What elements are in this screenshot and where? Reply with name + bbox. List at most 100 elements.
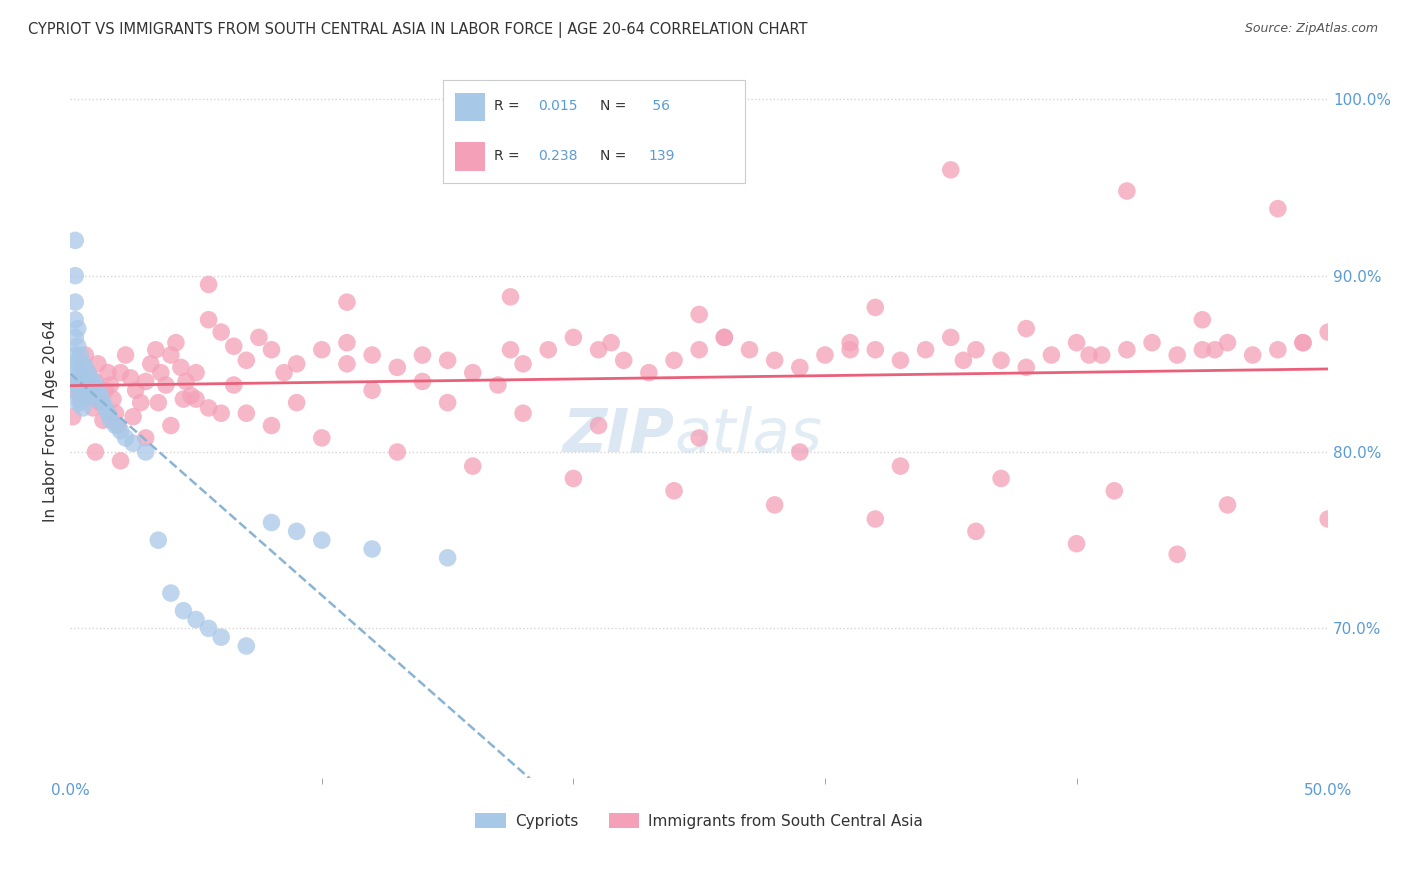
Text: 56: 56 xyxy=(648,99,671,113)
Point xyxy=(738,343,761,357)
Point xyxy=(69,395,91,409)
Point xyxy=(91,413,114,427)
Point xyxy=(69,378,91,392)
Point xyxy=(486,378,509,392)
Point xyxy=(72,357,94,371)
Point xyxy=(965,524,987,539)
Point xyxy=(104,418,127,433)
Point xyxy=(145,343,167,357)
Point xyxy=(65,234,87,248)
Point xyxy=(436,395,458,409)
Point xyxy=(209,630,232,644)
Point xyxy=(148,395,170,409)
Point xyxy=(311,533,333,548)
Point xyxy=(285,357,308,371)
Point xyxy=(1292,335,1315,350)
Point xyxy=(65,268,87,283)
Point xyxy=(135,431,157,445)
Point xyxy=(1078,348,1101,362)
Point xyxy=(197,621,219,635)
Point xyxy=(889,459,911,474)
Point xyxy=(839,335,862,350)
Point xyxy=(914,343,936,357)
Point xyxy=(990,471,1012,485)
Text: R =: R = xyxy=(495,99,524,113)
Point xyxy=(62,409,84,424)
Text: N =: N = xyxy=(600,149,631,163)
Point xyxy=(76,366,98,380)
Point xyxy=(235,353,257,368)
Point xyxy=(336,357,359,371)
Point xyxy=(763,353,786,368)
Point xyxy=(814,348,837,362)
Point xyxy=(865,343,887,357)
Point xyxy=(789,445,811,459)
Point xyxy=(122,436,145,450)
Point xyxy=(387,360,409,375)
Bar xyxy=(456,142,485,170)
Point xyxy=(952,353,974,368)
Point xyxy=(89,388,111,402)
Point xyxy=(66,378,89,392)
Point xyxy=(839,343,862,357)
Text: 0.015: 0.015 xyxy=(538,99,578,113)
Point xyxy=(172,604,194,618)
Point xyxy=(72,360,94,375)
Point xyxy=(149,366,172,380)
Point xyxy=(76,378,98,392)
Point xyxy=(184,392,207,406)
Point xyxy=(588,343,610,357)
Point xyxy=(662,353,685,368)
Point xyxy=(209,406,232,420)
Point xyxy=(160,586,183,600)
Point xyxy=(311,343,333,357)
Point xyxy=(247,330,270,344)
Point xyxy=(197,401,219,415)
Point xyxy=(94,401,117,415)
Point xyxy=(499,290,522,304)
Point xyxy=(84,445,107,459)
Point xyxy=(69,348,91,362)
Point xyxy=(135,445,157,459)
Point xyxy=(91,395,114,409)
Point xyxy=(273,366,295,380)
Point xyxy=(62,357,84,371)
Point xyxy=(165,335,187,350)
Point xyxy=(1115,184,1137,198)
Point xyxy=(461,459,484,474)
Point xyxy=(260,343,283,357)
Point xyxy=(75,375,97,389)
Point xyxy=(62,375,84,389)
Point xyxy=(436,353,458,368)
Point xyxy=(688,343,710,357)
Point xyxy=(311,431,333,445)
Point xyxy=(1267,343,1289,357)
Point xyxy=(180,388,202,402)
Point xyxy=(1317,512,1340,526)
Point xyxy=(197,312,219,326)
Point xyxy=(713,330,735,344)
Point xyxy=(361,384,384,398)
Point xyxy=(66,321,89,335)
Point xyxy=(965,343,987,357)
Point xyxy=(79,371,101,385)
Point xyxy=(537,343,560,357)
Point xyxy=(155,378,177,392)
Text: CYPRIOT VS IMMIGRANTS FROM SOUTH CENTRAL ASIA IN LABOR FORCE | AGE 20-64 CORRELA: CYPRIOT VS IMMIGRANTS FROM SOUTH CENTRAL… xyxy=(28,22,807,38)
Point xyxy=(1066,335,1088,350)
Point xyxy=(75,360,97,375)
Point xyxy=(170,360,193,375)
Point xyxy=(114,431,136,445)
Point xyxy=(461,366,484,380)
Point xyxy=(75,388,97,402)
Point xyxy=(82,375,104,389)
Text: R =: R = xyxy=(495,149,524,163)
Point xyxy=(688,308,710,322)
Text: Source: ZipAtlas.com: Source: ZipAtlas.com xyxy=(1244,22,1378,36)
Point xyxy=(1166,348,1188,362)
Point xyxy=(361,541,384,556)
Point xyxy=(763,498,786,512)
Point xyxy=(120,371,142,385)
Point xyxy=(336,335,359,350)
Point xyxy=(69,366,91,380)
